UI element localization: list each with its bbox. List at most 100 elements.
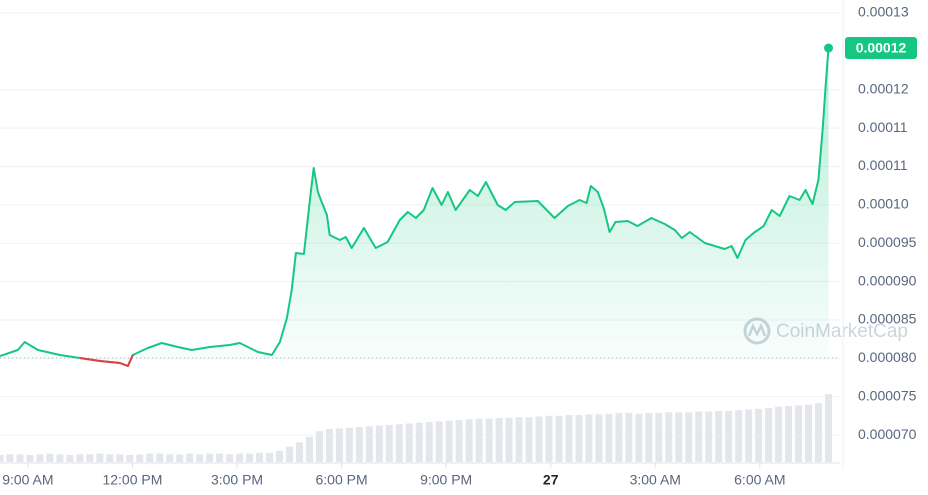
y-tick-label: 0.000090 — [858, 272, 917, 288]
volume-bar — [196, 454, 204, 462]
volume-bar — [186, 453, 194, 462]
volume-bar — [365, 426, 373, 462]
volume-bar — [575, 415, 583, 462]
volume-bar — [595, 414, 603, 462]
price-badge-label: 0.00012 — [856, 40, 907, 56]
volume-bar — [325, 429, 333, 462]
volume-bar — [66, 455, 74, 462]
volume-bar — [156, 453, 164, 462]
volume-bar — [775, 406, 783, 462]
volume-bar — [355, 427, 363, 462]
volume-bar — [256, 452, 264, 462]
volume-bar — [565, 415, 573, 462]
volume-bar — [246, 453, 254, 462]
volume-bar — [735, 410, 743, 462]
price-badge — [845, 37, 917, 60]
volume-bar — [266, 452, 274, 462]
y-tick-label: 0.00013 — [858, 4, 909, 20]
x-tick-label: 12:00 PM — [102, 472, 162, 488]
volume-bar — [335, 428, 343, 462]
volume-bar — [675, 412, 683, 462]
volume-bar — [465, 419, 473, 462]
volume-bar — [795, 405, 803, 462]
volume-bar — [505, 417, 513, 462]
volume-bar — [495, 417, 503, 462]
y-tick-label: 0.000095 — [858, 234, 917, 250]
x-tick-label: 27 — [543, 472, 559, 488]
volume-bar — [375, 425, 383, 462]
volume-bar — [295, 442, 303, 462]
volume-bar — [236, 453, 244, 462]
y-tick-label: 0.000080 — [858, 349, 917, 365]
volume-bar — [106, 454, 114, 462]
volume-bar — [226, 454, 234, 462]
volume-bar — [515, 417, 523, 462]
x-tick-label: 9:00 PM — [420, 472, 472, 488]
volume-bar — [176, 454, 184, 462]
volume-bar — [635, 413, 643, 462]
volume-bar — [485, 418, 493, 462]
volume-bar — [86, 454, 94, 462]
volume-bar — [555, 415, 563, 462]
x-tick-label: 6:00 PM — [316, 472, 368, 488]
y-tick-label: 0.00012 — [858, 80, 909, 96]
volume-bar — [395, 424, 403, 462]
volume-bar — [216, 453, 224, 462]
x-tick-label: 9:00 AM — [2, 472, 53, 488]
volume-bar — [126, 455, 134, 462]
volume-bar — [825, 394, 832, 462]
volume-bar — [435, 421, 443, 462]
volume-bar — [116, 454, 124, 462]
y-tick-label: 0.00011 — [858, 157, 908, 173]
volume-bar — [56, 454, 64, 462]
volume-bar — [725, 410, 733, 462]
volume-bar — [26, 455, 34, 462]
volume-bar — [705, 411, 713, 462]
volume-bar — [415, 422, 423, 462]
y-tick-label: 0.000085 — [858, 311, 917, 327]
volume-bar — [76, 454, 84, 462]
volume-bar — [445, 420, 453, 462]
volume-bar — [525, 417, 533, 462]
x-tick-label: 3:00 PM — [211, 472, 263, 488]
volume-bar — [136, 454, 144, 462]
volume-bar — [805, 404, 813, 462]
volume-bar — [665, 412, 673, 462]
price-line-below — [79, 354, 134, 367]
y-tick-label: 0.000075 — [858, 387, 917, 403]
volume-bar — [755, 408, 763, 462]
y-tick-label: 0.000070 — [858, 426, 917, 442]
volume-bar — [455, 420, 463, 462]
volume-bar — [46, 453, 54, 462]
volume-bar — [615, 413, 623, 462]
price-area — [0, 48, 829, 366]
y-tick-label: 0.00010 — [858, 196, 909, 212]
volume-bar — [206, 453, 214, 462]
volume-bar — [405, 423, 413, 462]
volume-bar — [605, 413, 613, 462]
volume-bar — [425, 422, 433, 462]
volume-bar — [785, 406, 793, 462]
volume-bar — [36, 454, 44, 462]
volume-bar — [315, 431, 323, 462]
last-point — [823, 43, 833, 53]
volume-bar — [685, 412, 693, 462]
volume-bar — [275, 450, 283, 462]
volume-bar — [345, 427, 353, 462]
price-line — [0, 47, 830, 367]
volume-bar — [146, 453, 154, 462]
volume-bar — [625, 413, 633, 462]
volume-bar — [96, 453, 104, 462]
x-tick-label: 6:00 AM — [734, 472, 785, 488]
volume-bar — [745, 409, 753, 462]
y-tick-label: 0.00011 — [858, 119, 908, 135]
volume-bar — [475, 418, 483, 462]
volume-bar — [6, 454, 14, 462]
volume-bar — [645, 413, 653, 462]
volume-bar — [655, 413, 663, 462]
volume-bar — [695, 411, 703, 462]
volume-bar — [545, 415, 553, 462]
volume-bar — [0, 455, 4, 462]
volume-bar — [385, 424, 393, 462]
